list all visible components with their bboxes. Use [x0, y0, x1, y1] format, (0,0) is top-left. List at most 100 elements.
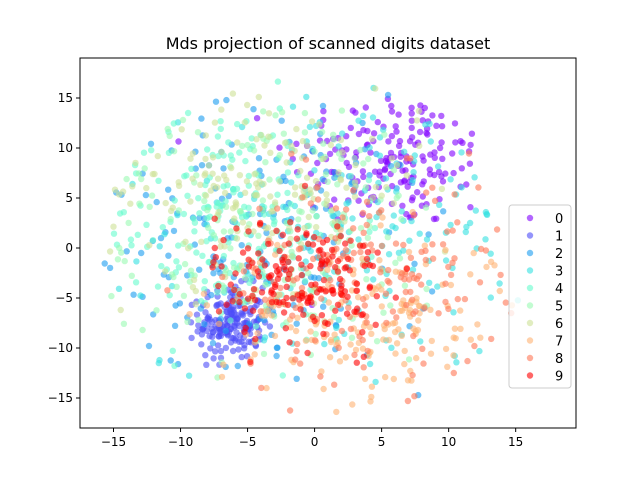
data-point-digit-9	[373, 293, 380, 300]
data-point-digit-8	[422, 247, 429, 254]
data-point-digit-0	[449, 150, 456, 157]
data-point-digit-5	[260, 108, 267, 115]
data-point-digit-5	[195, 316, 202, 323]
data-point-digit-3	[410, 169, 417, 176]
data-point-digit-8	[502, 299, 509, 306]
data-point-digit-9	[282, 325, 289, 332]
data-point-digit-4	[365, 176, 373, 184]
data-point-digit-0	[451, 120, 459, 127]
data-point-digit-9	[322, 319, 329, 326]
data-point-digit-7	[331, 331, 338, 338]
data-point-digit-0	[467, 141, 474, 149]
data-point-digit-6	[337, 175, 344, 183]
data-point-digit-8	[314, 184, 321, 191]
data-point-digit-7	[477, 334, 484, 341]
data-point-digit-8	[386, 279, 393, 286]
data-point-digit-6	[351, 193, 359, 200]
data-point-digit-8	[314, 196, 322, 203]
data-point-digit-5	[280, 130, 287, 137]
data-point-digit-4	[127, 236, 135, 243]
data-point-digit-7	[361, 375, 369, 383]
data-point-digit-8	[332, 235, 339, 242]
data-point-digit-9	[227, 281, 234, 288]
data-point-digit-9	[242, 324, 249, 332]
data-point-digit-9	[289, 295, 296, 302]
data-point-digit-6	[162, 268, 169, 275]
data-point-digit-5	[295, 216, 302, 223]
data-point-digit-3	[471, 174, 478, 181]
data-point-digit-0	[376, 168, 383, 175]
data-point-digit-1	[203, 361, 210, 368]
data-point-digit-7	[447, 281, 455, 289]
data-point-digit-8	[409, 296, 416, 303]
data-point-digit-4	[222, 198, 229, 205]
data-point-digit-8	[454, 295, 461, 303]
data-point-digit-0	[408, 124, 415, 132]
data-point-digit-6	[218, 148, 225, 156]
data-point-digit-9	[258, 289, 266, 296]
data-point-digit-9	[359, 329, 366, 336]
data-point-digit-2	[101, 260, 108, 267]
data-point-digit-8	[342, 246, 350, 254]
data-point-digit-3	[450, 309, 457, 316]
data-point-digit-8	[332, 205, 340, 212]
data-point-digit-6	[210, 182, 217, 190]
data-point-digit-3	[408, 217, 415, 225]
data-point-digit-2	[171, 322, 179, 329]
data-point-digit-6	[288, 253, 296, 260]
data-point-digit-5	[255, 232, 262, 239]
data-point-digit-8	[318, 295, 325, 302]
data-point-digit-5	[324, 178, 331, 185]
data-point-digit-8	[382, 290, 390, 297]
data-point-digit-2	[440, 208, 447, 215]
data-point-digit-5	[175, 207, 182, 214]
data-point-digit-3	[385, 251, 393, 258]
data-point-digit-4	[199, 252, 206, 259]
data-point-digit-2	[153, 198, 160, 206]
data-point-digit-6	[205, 162, 213, 169]
data-point-digit-0	[438, 112, 445, 120]
data-point-digit-3	[482, 236, 489, 243]
data-point-digit-9	[236, 298, 243, 306]
data-point-digit-5	[204, 207, 211, 214]
legend-marker-digit-0	[526, 214, 534, 222]
data-point-digit-8	[293, 347, 300, 355]
data-point-digit-2	[196, 266, 203, 273]
data-point-digit-2	[210, 270, 217, 277]
data-point-digit-8	[488, 335, 495, 343]
data-point-digit-6	[265, 133, 272, 140]
data-point-digit-5	[387, 302, 394, 309]
data-point-digit-0	[438, 139, 445, 146]
data-point-digit-9	[307, 262, 314, 270]
data-point-digit-6	[231, 215, 238, 222]
data-point-digit-9	[303, 230, 310, 237]
data-point-digit-8	[423, 189, 430, 196]
data-point-digit-9	[273, 268, 281, 275]
data-point-digit-7	[302, 337, 310, 344]
data-point-digit-8	[445, 305, 452, 313]
data-point-digit-5	[422, 204, 430, 211]
data-point-digit-0	[458, 165, 465, 172]
data-point-digit-7	[366, 324, 374, 331]
data-point-digit-9	[320, 276, 328, 284]
data-point-digit-5	[262, 159, 269, 166]
data-point-digit-6	[214, 175, 222, 182]
data-point-digit-8	[429, 255, 437, 262]
data-point-digit-7	[413, 354, 420, 362]
data-point-digit-3	[442, 257, 450, 264]
data-point-digit-5	[125, 219, 132, 227]
data-point-digit-9	[210, 259, 217, 266]
data-point-digit-9	[209, 264, 216, 271]
data-point-digit-0	[396, 137, 404, 145]
data-point-digit-8	[444, 228, 451, 235]
data-point-digit-3	[156, 243, 163, 250]
data-point-digit-6	[239, 219, 247, 226]
data-point-digit-8	[450, 369, 457, 377]
data-point-digit-5	[396, 255, 404, 262]
data-point-digit-2	[220, 165, 227, 172]
data-point-digit-0	[408, 134, 416, 141]
legend-label-digit-2: 2	[555, 247, 563, 262]
data-point-digit-5	[227, 228, 234, 235]
data-point-digit-3	[303, 93, 310, 101]
data-point-digit-9	[232, 270, 239, 277]
